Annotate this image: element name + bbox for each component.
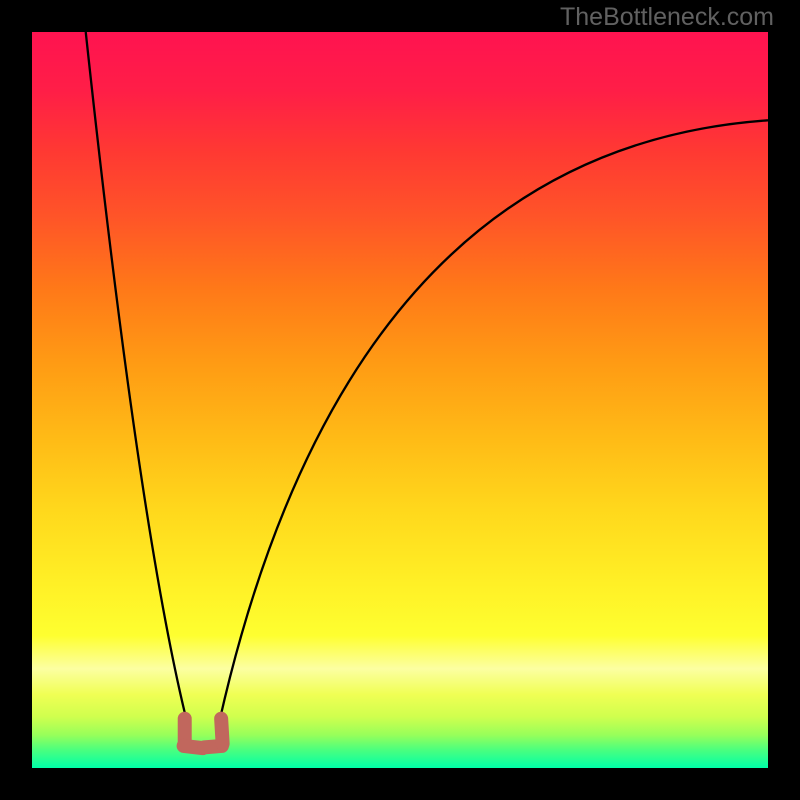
plot-svg (32, 32, 768, 768)
watermark-text: TheBottleneck.com (560, 3, 774, 32)
chart-root: TheBottleneck.com (0, 0, 800, 800)
plot-frame (32, 32, 768, 768)
gradient-background (32, 32, 768, 768)
